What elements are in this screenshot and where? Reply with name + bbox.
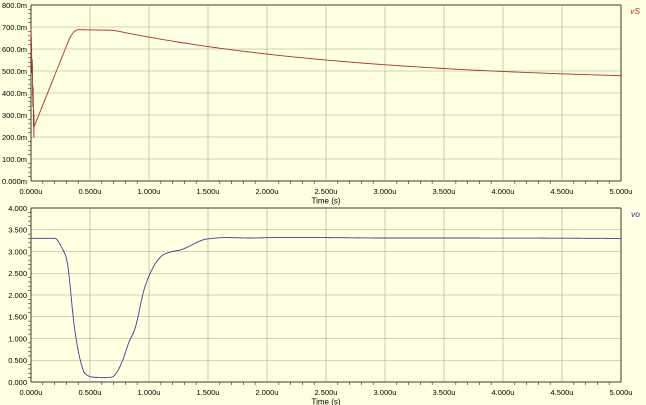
svg-text:1.500u: 1.500u [197,388,220,397]
svg-text:2.000: 2.000 [8,291,27,300]
svg-text:vS: vS [630,6,640,16]
svg-text:1.000u: 1.000u [138,187,161,196]
svg-text:0.000u: 0.000u [20,388,43,397]
svg-text:0.500u: 0.500u [79,388,102,397]
svg-text:2.500: 2.500 [8,269,27,278]
svg-text:700.0m: 700.0m [2,23,27,32]
svg-text:4.500u: 4.500u [551,187,574,196]
svg-text:0.000u: 0.000u [20,187,43,196]
svg-text:800.0m: 800.0m [2,1,27,10]
svg-text:Time (s): Time (s) [311,398,340,405]
svg-text:2.500u: 2.500u [315,388,338,397]
svg-text:200.0m: 200.0m [2,133,27,142]
svg-text:3.500u: 3.500u [433,187,456,196]
svg-text:5.000u: 5.000u [610,187,633,196]
svg-text:2.000u: 2.000u [256,388,279,397]
svg-text:3.500: 3.500 [8,226,27,235]
svg-text:1.000: 1.000 [8,334,27,343]
svg-text:5.000u: 5.000u [610,388,633,397]
svg-text:400.0m: 400.0m [2,89,27,98]
svg-text:300.0m: 300.0m [2,111,27,120]
svg-text:3.500u: 3.500u [433,388,456,397]
svg-text:Time (s): Time (s) [311,197,340,206]
svg-text:100.0m: 100.0m [2,155,27,164]
svg-text:3.000u: 3.000u [374,388,397,397]
svg-text:3.000: 3.000 [8,247,27,256]
svg-text:0.000m: 0.000m [2,177,27,186]
svg-text:2.000u: 2.000u [256,187,279,196]
svg-text:4.000u: 4.000u [492,388,515,397]
svg-text:1.500u: 1.500u [197,187,220,196]
svg-text:0.000: 0.000 [8,378,27,387]
svg-text:3.000u: 3.000u [374,187,397,196]
svg-text:4.000: 4.000 [8,204,27,213]
svg-text:1.500: 1.500 [8,313,27,322]
svg-text:600.0m: 600.0m [2,45,27,54]
svg-text:500.0m: 500.0m [2,67,27,76]
svg-text:1.000u: 1.000u [138,388,161,397]
svg-text:4.000u: 4.000u [492,187,515,196]
svg-text:vo: vo [631,209,640,219]
svg-text:2.500u: 2.500u [315,187,338,196]
svg-text:0.500u: 0.500u [79,187,102,196]
svg-text:4.500u: 4.500u [551,388,574,397]
svg-text:0.500: 0.500 [8,356,27,365]
